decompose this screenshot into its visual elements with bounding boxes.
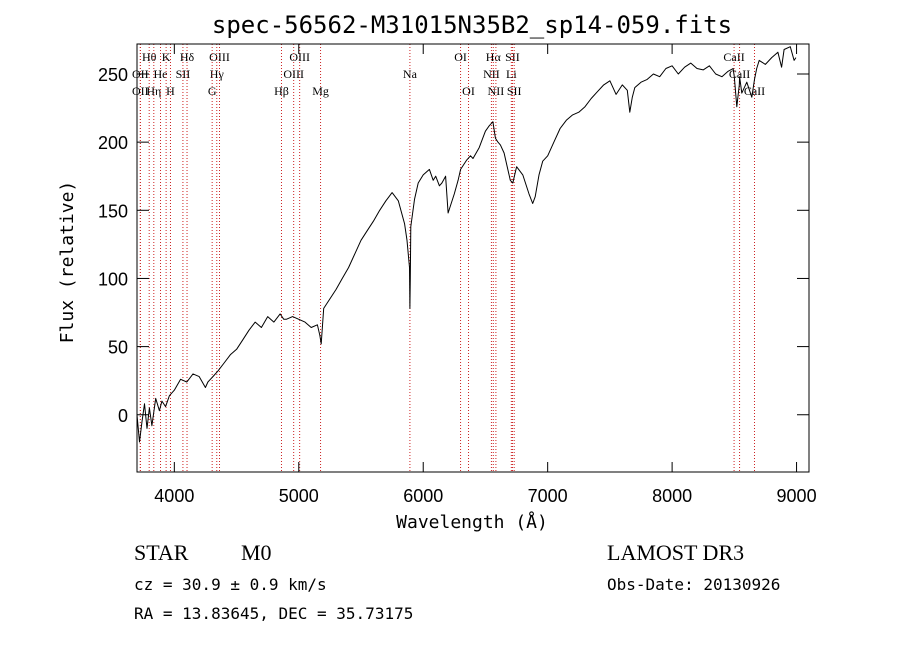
chart-title: spec-56562-M31015N35B2_sp14-059.fits [212,11,732,39]
spectral-line-label: SII [176,67,191,81]
y-tick-label: 0 [118,406,128,426]
spectral-line-label: OIII [289,50,310,64]
spectral-line-label: NII [488,84,505,98]
survey-name: LAMOST DR3 [607,540,744,565]
x-tick-label: 5000 [279,486,319,506]
spectral-line-label: Hβ [274,84,289,98]
y-tick-label: 150 [98,201,128,221]
spectral-line-label: H [166,84,175,98]
observation-date: Obs-Date: 20130926 [607,575,780,594]
spectral-line-label: G [208,84,217,98]
object-class: STAR [134,540,189,565]
spectral-line-label: NII [483,67,500,81]
x-tick-label: 4000 [154,486,194,506]
y-tick-label: 100 [98,269,128,289]
flux-series [136,46,797,443]
spectral-line-label: OII [132,84,149,98]
spectral-line-label: OI [454,50,467,64]
x-tick-label: 9000 [777,486,817,506]
y-tick-label: 250 [98,65,128,85]
axis-ticks: 4000 5000 6000 7000 8000 9000 0 50 100 150 200 250 [98,44,817,506]
spectral-line-label: Na [403,67,418,81]
x-tick-label: 6000 [403,486,443,506]
spectral-line-label: OIII [209,50,230,64]
spectral-line-label: Li [506,67,517,81]
x-tick-label: 8000 [652,486,692,506]
y-axis-title: Flux (relative) [57,181,78,344]
spectral-line-label: OIII [283,67,304,81]
flux-line [136,46,797,443]
spectral-line-label: Mg [312,84,329,98]
spectral-line-label: SII [505,50,520,64]
spectral-line-label: Hθ [142,50,157,64]
spectral-line-label: CaII [744,84,765,98]
redshift-info: cz = 30.9 ± 0.9 km/s [134,575,327,594]
spectral-line-label: Hη [146,84,161,98]
spectral-line-label: OI [462,84,475,98]
object-subclass: M0 [241,540,272,565]
spectral-line-label: K [162,50,171,64]
y-tick-label: 200 [98,133,128,153]
spectral-line-label: Hδ [180,50,195,64]
x-axis-title: Wavelength (Å) [396,511,548,533]
spectral-line-label: CaII [723,50,744,64]
spectral-line-label: SII [507,84,522,98]
plot-frame [136,43,810,473]
spectral-line-label: Hγ [210,67,225,81]
x-tick-label: 7000 [528,486,568,506]
spectral-line-label: Hα [486,50,502,64]
y-tick-label: 50 [108,338,128,358]
spectral-line-label: He [154,67,168,81]
coordinates: RA = 13.83645, DEC = 35.73175 [134,604,413,623]
